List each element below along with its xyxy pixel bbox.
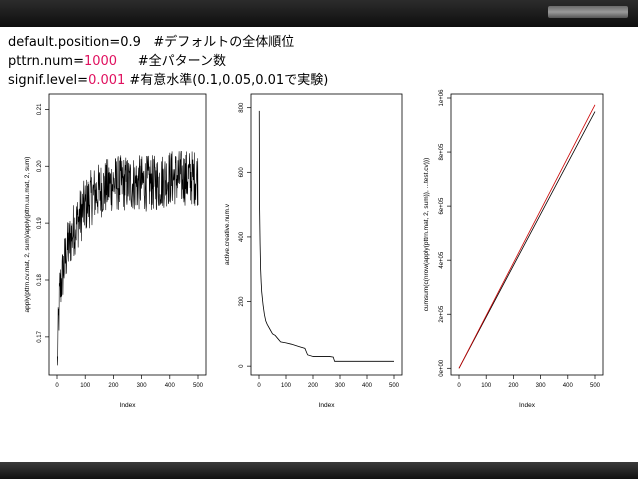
- y-tick-label: 4e+05: [439, 251, 445, 269]
- param-name: signif.level=: [8, 73, 89, 88]
- x-tick-label: 300: [137, 383, 148, 389]
- y-tick-label: 400: [239, 231, 245, 242]
- x-axis-label: Index: [120, 402, 137, 409]
- plot-frame: [250, 93, 403, 376]
- y-tick-label: 6e+05: [439, 197, 445, 215]
- x-tick-label: 0: [55, 383, 59, 389]
- y-tick-label: 2e+05: [439, 305, 445, 323]
- y-tick-label: 0.17: [37, 330, 43, 342]
- x-tick-label: 200: [108, 383, 119, 389]
- series-line-1: [258, 110, 394, 362]
- plot-frame: [450, 93, 604, 376]
- param-value: 0.9: [120, 35, 141, 50]
- y-tick-label: 0: [239, 364, 245, 368]
- x-tick-label: 0: [257, 383, 261, 389]
- series-line-2: [458, 104, 596, 369]
- plot-frame: [48, 93, 207, 376]
- x-tick-label: 100: [281, 383, 292, 389]
- y-axis-label: apply(pttrn.cv.mat, 2, sum)/apply(pttrn.…: [24, 157, 31, 313]
- x-tick-label: 500: [590, 383, 601, 389]
- x-tick-label: 100: [80, 383, 91, 389]
- x-tick-label: 100: [481, 383, 492, 389]
- series-line-1: [56, 150, 199, 366]
- slide-footer-bar: [0, 462, 638, 479]
- x-tick-label: 300: [536, 383, 547, 389]
- x-tick-label: 400: [362, 383, 373, 389]
- chart-2: 0 100 200 300 400 500 0 200 400 600 800 Index active…: [224, 93, 403, 409]
- x-tick-label: 500: [193, 383, 204, 389]
- y-axis-label: active.creative.num.v: [224, 203, 231, 265]
- param-comment: #デフォルトの全体順位: [140, 35, 295, 50]
- x-axis-label: Index: [519, 402, 536, 409]
- x-tick-label: 200: [308, 383, 319, 389]
- param-value: 1000: [83, 54, 118, 69]
- y-tick-label: 200: [239, 296, 245, 307]
- x-tick-label: 400: [563, 383, 574, 389]
- x-tick-label: 500: [389, 383, 400, 389]
- chart-3: 0 100 200 300 400 500 0e+00 2e+05 4e+05 6e+05 8e+0…: [423, 89, 604, 409]
- series-line-1: [458, 111, 596, 369]
- y-tick-label: 0.18: [37, 274, 43, 286]
- y-tick-label: 800: [239, 102, 245, 113]
- param-name: pttrn.num=: [8, 54, 84, 69]
- y-axis-label: cumsum(c(nrow(apply(pttrn.mat, 2, sum)),…: [423, 158, 430, 312]
- x-tick-label: 0: [457, 383, 461, 389]
- x-tick-label: 400: [165, 383, 176, 389]
- x-tick-label: 300: [335, 383, 346, 389]
- chart-1: 0 100 200 300 400 500 0.17 0.18 0.19 0.20 0.21 Inde…: [24, 93, 207, 409]
- param-comment: #全パターン数: [117, 54, 226, 69]
- x-axis-label: Index: [319, 402, 336, 409]
- y-tick-label: 1e+06: [439, 89, 445, 107]
- y-tick-label: 0e+00: [439, 359, 445, 377]
- y-tick-label: 0.20: [37, 160, 43, 172]
- slide-text-block: default.position=0.9 #デフォルトの全体順位 pttrn.n…: [8, 33, 328, 90]
- y-tick-label: 0.21: [37, 103, 43, 115]
- param-comment: #有意水準(0.1,0.05,0.01で実験): [125, 73, 329, 88]
- param-value: 0.001: [88, 73, 126, 88]
- param-line-pttrn-num: pttrn.num=1000 #全パターン数: [8, 52, 328, 71]
- param-line-default-position: default.position=0.9 #デフォルトの全体順位: [8, 33, 328, 52]
- y-tick-label: 8e+05: [439, 143, 445, 161]
- y-tick-label: 600: [239, 167, 245, 178]
- y-tick-label: 0.19: [37, 217, 43, 229]
- x-tick-label: 200: [508, 383, 519, 389]
- slide-header-bar: [0, 0, 638, 27]
- param-name: default.position=: [8, 35, 121, 50]
- header-accent: [548, 6, 628, 18]
- param-line-signif-level: signif.level=0.001 #有意水準(0.1,0.05,0.01で実…: [8, 71, 328, 90]
